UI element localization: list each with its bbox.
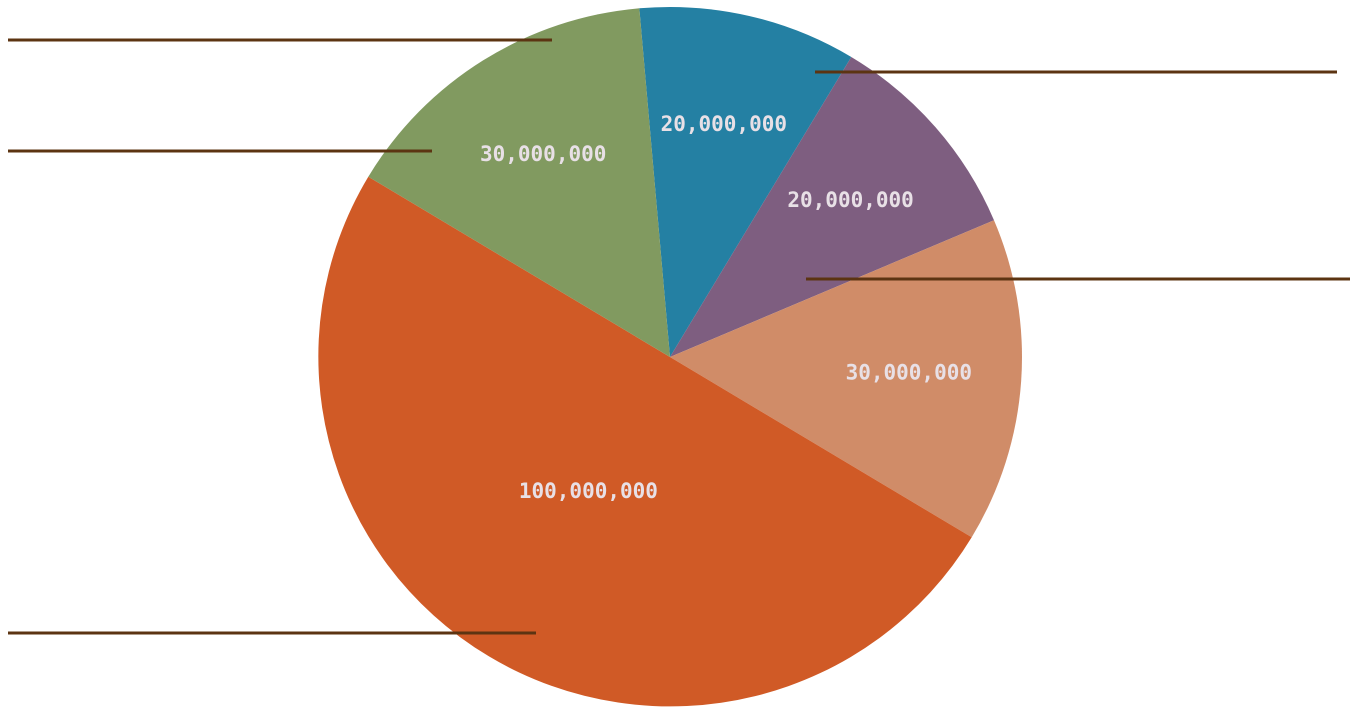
pie-slice (670, 220, 1023, 538)
slice-value-label: 100,000,000 (519, 479, 658, 503)
pie-slices (318, 6, 1023, 707)
slice-value-label: 20,000,000 (661, 112, 787, 136)
pie-slice (670, 57, 994, 357)
slice-value-label: 30,000,000 (480, 142, 606, 166)
slice-value-label: 30,000,000 (846, 361, 972, 385)
slice-labels: 20,000,000 20,000,000 30,000,000 100,000,00… (480, 112, 972, 503)
slice-value-label: 20,000,000 (787, 188, 913, 212)
pie-slice (368, 8, 670, 358)
pie-slice (318, 176, 972, 707)
pie-slice (639, 6, 852, 358)
leader-lines (8, 38, 1350, 635)
